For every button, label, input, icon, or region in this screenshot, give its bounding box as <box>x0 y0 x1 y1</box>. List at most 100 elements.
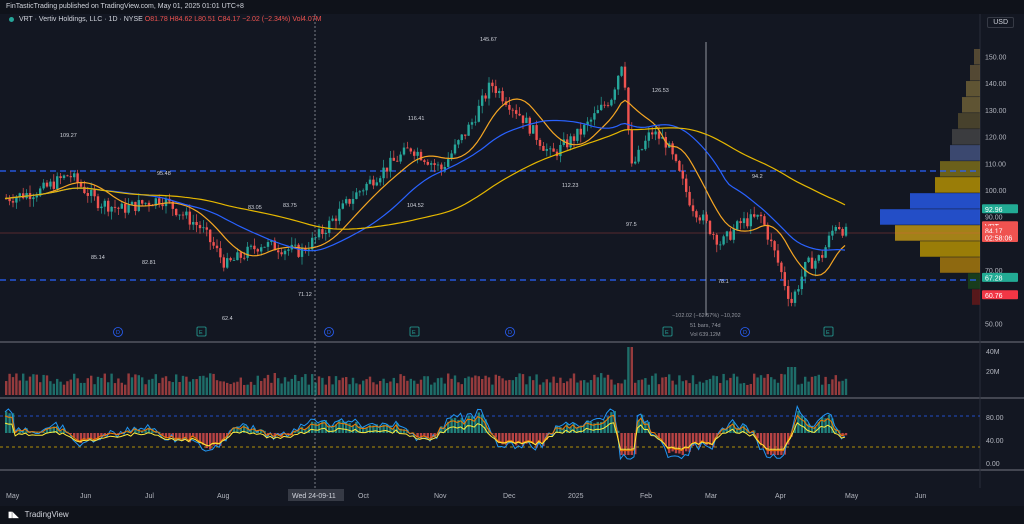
candle-body <box>613 89 616 100</box>
dividend-marker <box>324 327 334 337</box>
osc-histogram-bar <box>137 429 140 433</box>
candle-body <box>736 221 739 230</box>
osc-histogram-bar <box>759 433 763 446</box>
symbol-legend[interactable]: VRT · Vertiv Holdings, LLC · 1D · NYSE O… <box>6 16 322 23</box>
price-tick-label: 150.00 <box>985 55 1007 62</box>
candle-body <box>32 197 35 200</box>
candle-body <box>790 298 793 303</box>
volume-bar <box>76 378 79 395</box>
volume-bar <box>334 376 338 395</box>
price-tick-label: 110.00 <box>985 161 1006 168</box>
volume-bar <box>627 347 630 395</box>
candle-body <box>107 200 110 212</box>
candle-body <box>719 244 722 246</box>
osc-histogram-bar <box>76 433 79 442</box>
osc-histogram-bar <box>263 430 266 433</box>
volume-bar <box>45 375 49 395</box>
volume-bar <box>236 381 239 395</box>
osc-tick-label: 0.00 <box>986 461 1000 468</box>
dividend-marker-label: D <box>327 330 331 336</box>
volume-value: Vol4.07M <box>292 16 322 23</box>
osc-histogram-bar <box>314 422 317 433</box>
osc-histogram-bar <box>824 418 827 433</box>
osc-histogram-bar <box>232 427 236 433</box>
price-chart[interactable]: 109.27 95.48 83.05 83.75 116.41 145.67 126.53 9… <box>0 0 1024 506</box>
volume-bar <box>695 384 698 395</box>
candle-body <box>198 225 202 229</box>
candle-body <box>464 134 467 136</box>
candle-body <box>49 181 52 187</box>
osc-histogram-bar <box>481 414 484 433</box>
volume-bar <box>222 381 225 395</box>
volume-bar <box>39 382 42 395</box>
osc-histogram-bar <box>766 433 769 455</box>
swing-high-label: 145.67 <box>480 37 497 43</box>
currency-button[interactable]: USD <box>987 17 1014 28</box>
volume-bar <box>600 373 603 395</box>
volume-bar <box>790 367 793 395</box>
ohlc-change: −2.02 (−2.34%) <box>242 16 291 23</box>
volume-bar <box>362 380 365 395</box>
osc-histogram-bar <box>511 433 514 443</box>
osc-histogram-bar <box>559 426 562 433</box>
osc-histogram-bar <box>375 424 378 433</box>
candle-body <box>195 222 198 226</box>
candle-body <box>93 189 96 197</box>
candle-body <box>232 260 236 261</box>
candle-body <box>739 221 742 224</box>
candle-body <box>96 196 100 209</box>
volume-bar <box>440 377 443 395</box>
volume-bar <box>283 377 287 395</box>
volume-bar <box>797 384 800 395</box>
candle-body <box>793 291 797 303</box>
volume-bar <box>294 374 297 395</box>
earnings-marker-label: E <box>412 330 416 336</box>
volume-bar <box>368 376 372 395</box>
swing-high-label: 83.75 <box>283 203 297 209</box>
osc-histogram-bar <box>86 433 89 442</box>
candle-body <box>331 218 334 221</box>
candle-body <box>246 246 249 258</box>
candle-body <box>521 115 525 124</box>
candle-body <box>644 140 647 150</box>
price-badge <box>982 272 1018 282</box>
osc-histogram-bar <box>569 426 572 433</box>
candle-body <box>15 197 18 203</box>
volume-bar <box>827 384 831 395</box>
osc-histogram-bar <box>555 426 559 433</box>
candle-body <box>56 176 59 189</box>
osc-histogram-bar <box>807 423 810 433</box>
osc-histogram-bar <box>79 433 83 444</box>
osc-histogram-bar <box>239 428 242 433</box>
candle-body <box>640 149 644 150</box>
volume-bar <box>681 381 684 395</box>
candle-body <box>178 214 181 216</box>
candle-body <box>773 241 776 251</box>
volume-bar <box>409 378 412 395</box>
volume-bar <box>297 381 300 395</box>
volume-bar <box>481 379 484 395</box>
osc-histogram-bar <box>171 433 174 438</box>
osc-histogram-bar <box>321 421 324 433</box>
osc-histogram-bar <box>141 430 144 433</box>
candle-body <box>685 178 688 192</box>
volume-tick-label: 20M <box>986 369 1000 376</box>
volume-bar <box>219 381 222 395</box>
osc-histogram-bar <box>501 433 504 445</box>
osc-histogram-bar <box>18 429 21 433</box>
price-badge <box>982 290 1018 300</box>
osc-histogram-bar <box>770 433 773 455</box>
osc-histogram-bar <box>773 433 776 455</box>
candle-body <box>807 257 810 262</box>
volume-bar <box>810 376 814 395</box>
volume-bar <box>552 376 555 395</box>
swing-low-label: 112.23 <box>562 183 578 189</box>
osc-histogram-bar <box>348 423 351 433</box>
volume-bar <box>467 376 470 395</box>
volume-bar <box>124 384 127 395</box>
volume-bar <box>79 382 83 395</box>
candle-body <box>273 240 276 251</box>
candle-body <box>518 113 521 116</box>
published-header: FinTasticTrading published on TradingVie… <box>0 0 1024 14</box>
candle-body <box>759 214 763 217</box>
